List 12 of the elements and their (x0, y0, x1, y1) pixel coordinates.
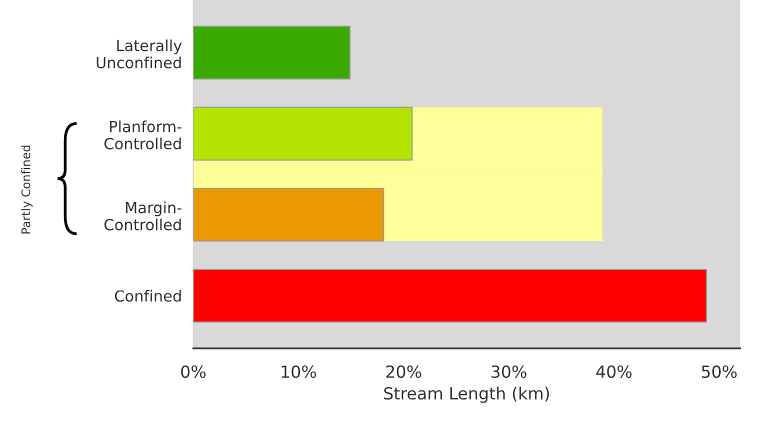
x-tick-label: 10% (282, 365, 316, 378)
y-tick-label: Margin- Controlled (104, 202, 182, 230)
y-tick-label: Confined (114, 290, 181, 302)
x-tick-label: 30% (492, 365, 526, 378)
x-tick-label: 50% (702, 365, 737, 378)
x-axis-title: Stream Length (km) (384, 386, 549, 403)
y-tick-label: Laterally Unconfined (96, 39, 182, 68)
y-tick-label: Planform- Controlled (104, 120, 182, 150)
x-tick-label: 0% (181, 365, 206, 378)
x-tick-label: 20% (386, 365, 422, 378)
text: Partly Confined (21, 146, 33, 234)
x-tick-label: 40% (596, 365, 632, 378)
